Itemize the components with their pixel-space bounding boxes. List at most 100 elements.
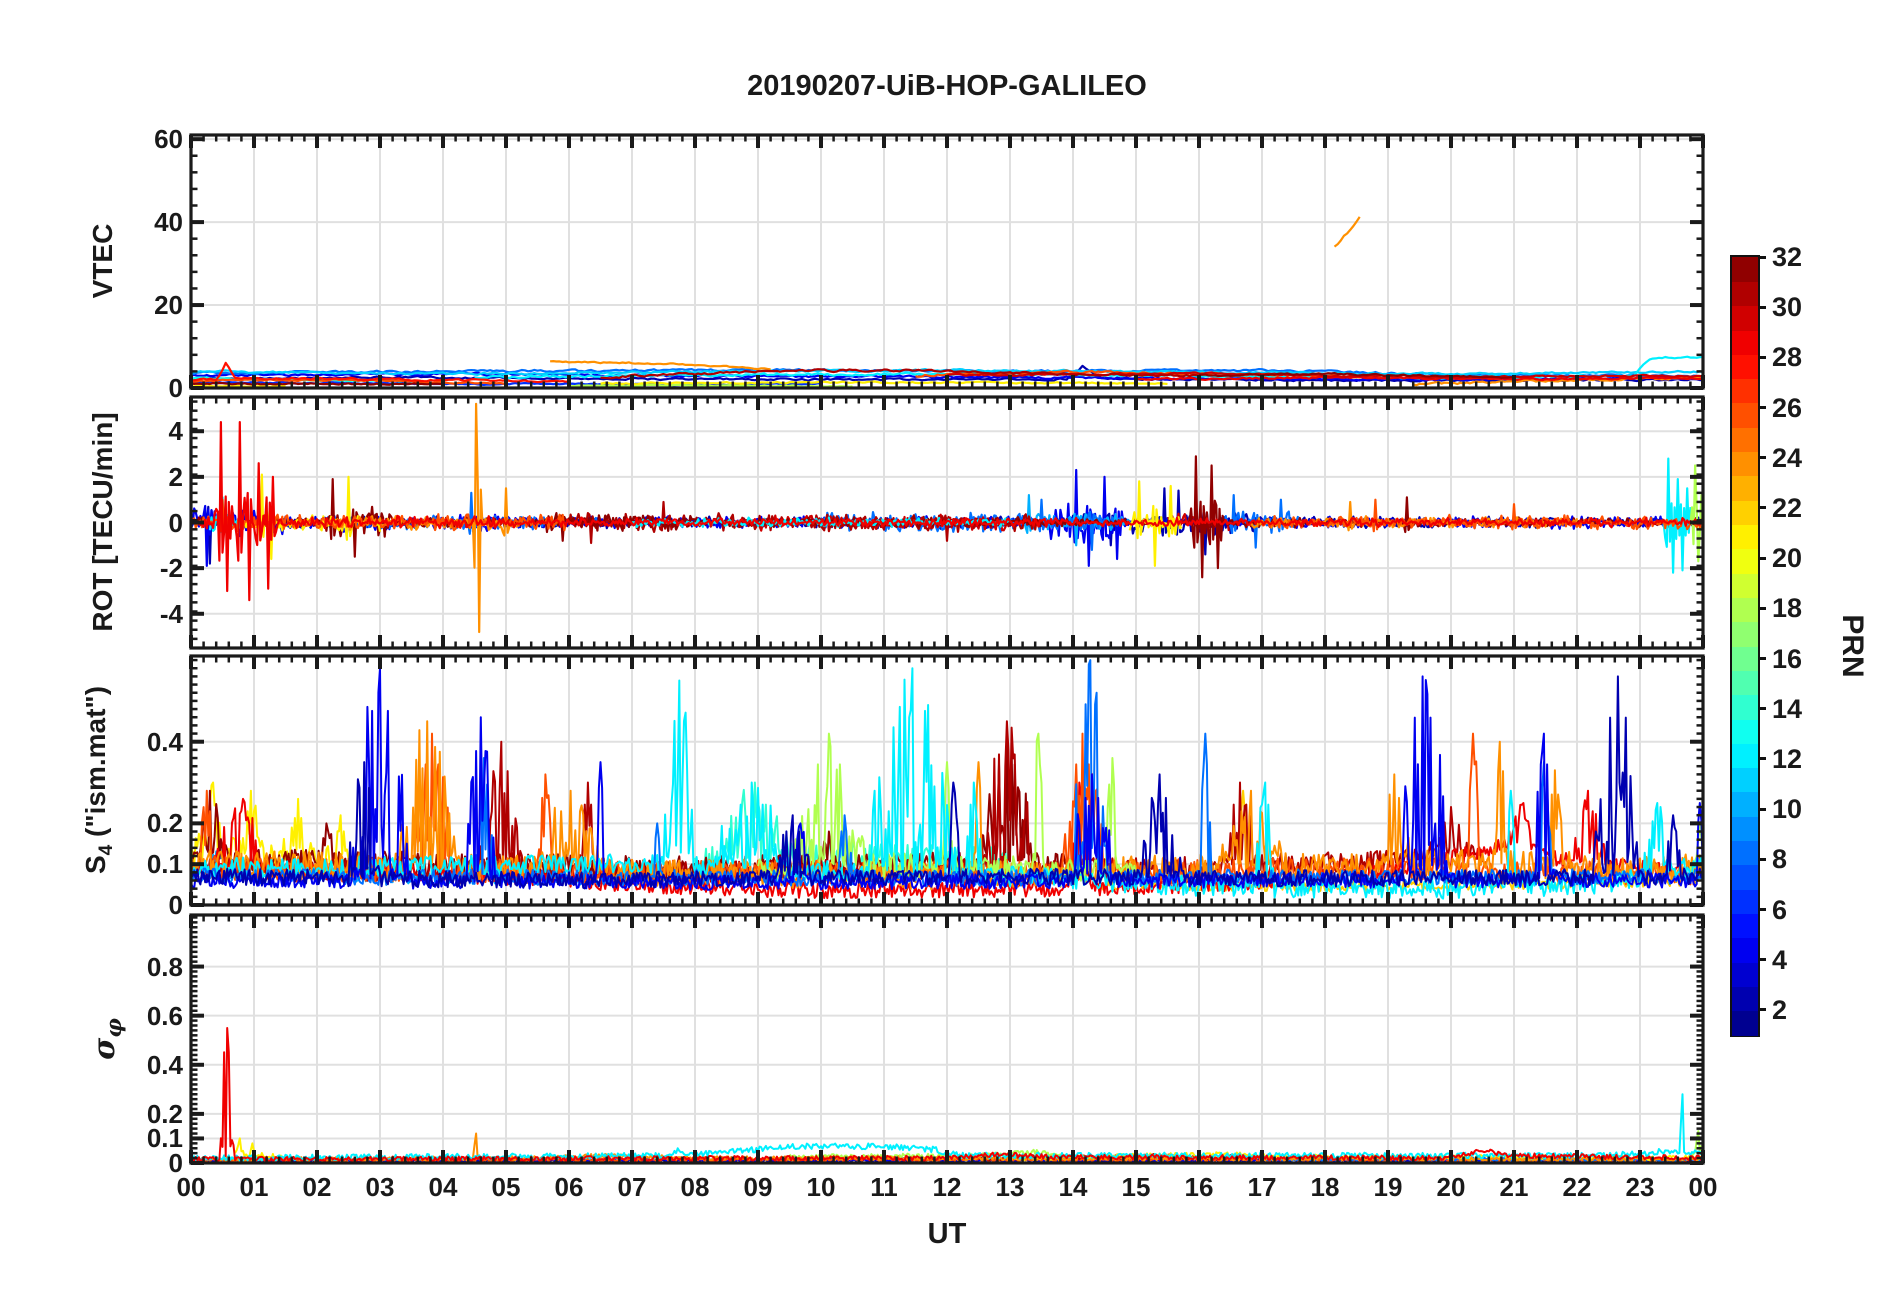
x-tick-label: 01 (239, 1172, 269, 1202)
colorbar-tick (1758, 255, 1766, 259)
colorbar-tick-label: 12 (1772, 743, 1803, 774)
colorbar-tick (1758, 355, 1766, 359)
colorbar-tick (1758, 958, 1766, 962)
x-tick-label: 08 (680, 1172, 710, 1202)
x-tick-label: 02 (302, 1172, 332, 1202)
x-tick-label: 18 (1310, 1172, 1340, 1202)
colorbar-cell (1732, 670, 1758, 696)
colorbar-cell (1732, 962, 1758, 987)
y-tick-label: 0.4 (146, 1049, 183, 1080)
colorbar-tick-label: 32 (1772, 242, 1803, 272)
colorbar-cell (1732, 597, 1758, 623)
x-tick-label: 22 (1562, 1172, 1592, 1202)
colorbar-cell (1732, 475, 1758, 501)
colorbar-cell (1732, 378, 1758, 404)
colorbar-tick-label: 24 (1772, 442, 1803, 473)
y-tick-label: 0.8 (146, 951, 183, 982)
colorbar-cell (1732, 718, 1758, 744)
colorbar-cell (1732, 451, 1758, 477)
colorbar-tick-label: 22 (1772, 492, 1803, 523)
colorbar-tick (1758, 556, 1766, 560)
colorbar-tick (1758, 857, 1766, 861)
y-tick-label: -2 (159, 553, 183, 584)
x-tick-label: 21 (1499, 1172, 1529, 1202)
x-tick-label: 07 (617, 1172, 647, 1202)
colorbar-tick-label: 4 (1772, 944, 1788, 975)
colorbar-cell (1732, 694, 1758, 720)
x-tick-label: 09 (743, 1172, 773, 1202)
colorbar-cell (1732, 500, 1758, 526)
colorbar-tick (1758, 707, 1766, 711)
colorbar-tick-label: 28 (1772, 342, 1803, 373)
colorbar-cell (1732, 937, 1758, 963)
colorbar-cell (1732, 548, 1758, 574)
y-tick-label: 0.6 (146, 1000, 183, 1031)
colorbar-cell (1732, 257, 1758, 282)
x-tick-label: 03 (365, 1172, 395, 1202)
colorbar-cell (1732, 743, 1758, 769)
x-tick-label: 06 (554, 1172, 584, 1202)
x-tick-label: 13 (995, 1172, 1025, 1202)
x-tick-label: 00 (176, 1172, 206, 1202)
colorbar-cell (1732, 864, 1758, 890)
x-tick-label: 11 (870, 1172, 898, 1202)
s4-symbol: S (80, 855, 112, 875)
colorbar (1730, 255, 1760, 1037)
y-tick-label: 0.2 (146, 1098, 183, 1129)
colorbar-cell (1732, 791, 1758, 817)
x-tick-label: 04 (428, 1172, 458, 1202)
colorbar-cell (1732, 354, 1758, 380)
x-tick-label: 17 (1247, 1172, 1277, 1202)
colorbar-tick-label: 2 (1772, 994, 1788, 1025)
x-tick-label: 20 (1436, 1172, 1466, 1202)
y-tick-label: 0.4 (146, 726, 183, 757)
x-tick-label: 19 (1373, 1172, 1403, 1202)
colorbar-tick-label: 30 (1772, 292, 1803, 323)
y-tick-label: -4 (159, 598, 183, 629)
x-tick-label: 00 (1688, 1172, 1718, 1202)
colorbar-tick-label: 6 (1772, 894, 1788, 925)
x-tick-label: 12 (932, 1172, 962, 1202)
colorbar-tick-label: 8 (1772, 844, 1788, 875)
y-tick-label: 2 (168, 461, 183, 492)
x-tick-label: 23 (1625, 1172, 1655, 1202)
colorbar-cell (1732, 305, 1758, 331)
y-tick-label: 60 (154, 124, 183, 155)
colorbar-cell (1732, 767, 1758, 793)
x-tick-label: 16 (1184, 1172, 1214, 1202)
y-tick-label: 0.1 (146, 1123, 183, 1154)
ylabel-s4: S4 ("ism.mat") (80, 686, 118, 874)
colorbar-cell (1732, 402, 1758, 428)
colorbar-tick (1758, 1008, 1766, 1012)
colorbar-cell (1732, 524, 1758, 550)
y-tick-label: 0 (168, 507, 183, 538)
colorbar-tick (1758, 908, 1766, 912)
colorbar-tick-label: 18 (1772, 593, 1803, 624)
colorbar-cell (1732, 1010, 1758, 1036)
colorbar-cell (1732, 281, 1758, 307)
colorbar-tick (1758, 657, 1766, 661)
colorbar-tick (1758, 807, 1766, 811)
x-tick-label: 10 (806, 1172, 836, 1202)
colorbar-tick-label: 10 (1772, 794, 1803, 825)
colorbar-cell (1732, 427, 1758, 453)
s4-suffix: ("ism.mat") (80, 685, 112, 845)
colorbar-tick-label: 16 (1772, 643, 1803, 674)
y-tick-label: 0 (168, 1148, 183, 1178)
colorbar-tick-label: 20 (1772, 543, 1803, 574)
colorbar-cell (1732, 329, 1758, 355)
y-tick-label: 0.1 (146, 849, 183, 880)
y-tick-label: 0.2 (146, 808, 183, 839)
colorbar-tick-label: 14 (1772, 693, 1803, 724)
colorbar-tick (1758, 406, 1766, 410)
colorbar-cell (1732, 621, 1758, 647)
colorbar-cell (1732, 646, 1758, 671)
colorbar-tick (1758, 506, 1766, 510)
colorbar-tick (1758, 305, 1766, 309)
colorbar-tick (1758, 757, 1766, 761)
y-tick-label: 0 (168, 373, 183, 403)
x-axis-label: UT (927, 1218, 967, 1250)
colorbar-cell (1732, 889, 1758, 915)
